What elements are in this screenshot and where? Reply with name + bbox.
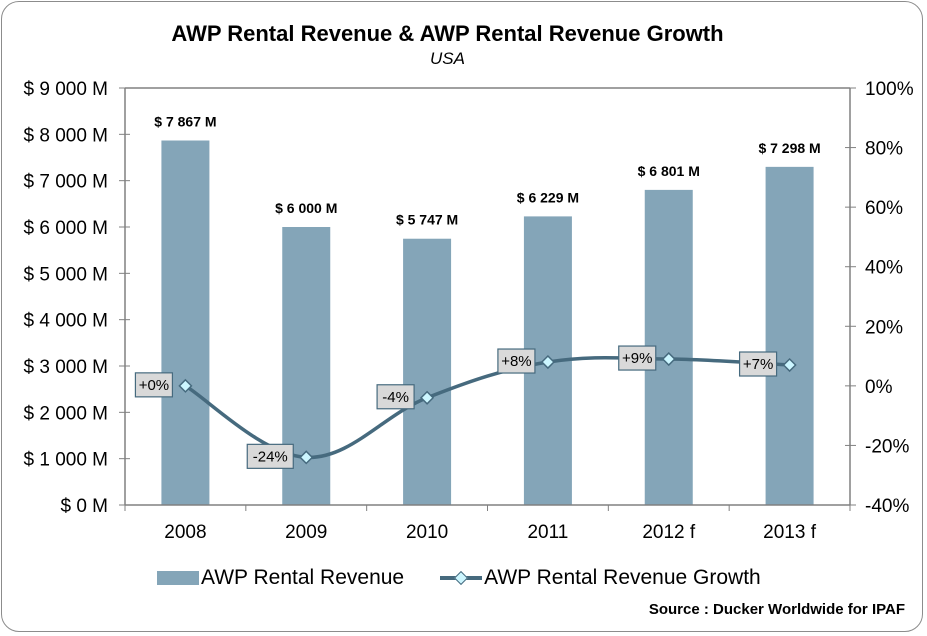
right-tick-label: 20% — [865, 317, 903, 338]
left-tick-label: $ 6 000 M — [24, 218, 109, 239]
x-tick-label: 2013 f — [763, 522, 817, 543]
source-note: Source : Ducker Worldwide for IPAF — [648, 601, 905, 618]
left-tick-label: $ 8 000 M — [24, 125, 109, 146]
legend-item-revenue: AWP Rental Revenue — [157, 566, 404, 590]
growth-data-label: -4% — [382, 389, 409, 406]
x-tick-label: 2010 — [406, 522, 448, 543]
growth-label-box — [246, 443, 294, 469]
left-tick-label: $ 9 000 M — [24, 79, 109, 100]
growth-line — [184, 355, 790, 460]
legend: AWP Rental Revenue AWP Rental Revenue Gr… — [157, 565, 797, 591]
right-tick-label: 80% — [865, 139, 903, 160]
legend-label-growth: AWP Rental Revenue Growth — [484, 566, 761, 589]
legend-label-revenue: AWP Rental Revenue — [201, 566, 405, 589]
left-tick-label: $ 3 000 M — [24, 357, 109, 378]
legend-item-growth: AWP Rental Revenue Growth — [440, 566, 761, 590]
growth-marker — [540, 354, 555, 370]
growth-marker — [178, 378, 193, 393]
growth-label-box — [738, 351, 778, 377]
growth-data-label: -24% — [253, 448, 288, 465]
bar-data-label: $ 6 229 M — [517, 189, 579, 205]
growth-label-box — [618, 345, 657, 371]
left-tick-label: $ 0 M — [60, 496, 108, 517]
x-tick-label: 2011 — [527, 522, 568, 543]
growth-data-label: +7% — [743, 356, 773, 373]
bar-data-label: $ 7 867 M — [154, 113, 216, 129]
growth-label-box — [134, 372, 174, 398]
bar-data-label: $ 6 000 M — [275, 200, 337, 216]
growth-marker — [661, 351, 676, 367]
left-tick-label: $ 2 000 M — [24, 403, 109, 424]
bar — [161, 140, 210, 505]
growth-data-label: +9% — [622, 350, 652, 367]
growth-marker — [782, 357, 797, 373]
growth-data-label: +0% — [139, 377, 169, 394]
bar — [403, 238, 452, 505]
left-tick-label: $ 5 000 M — [24, 264, 109, 285]
right-tick-label: -40% — [865, 496, 909, 517]
legend-swatch-line — [440, 571, 483, 585]
left-tick-label: $ 4 000 M — [24, 311, 109, 332]
legend-swatch-bar — [157, 571, 199, 585]
chart-title: AWP Rental Revenue & AWP Rental Revenue … — [171, 21, 724, 46]
right-tick-label: 100% — [865, 79, 914, 100]
right-tick-label: 60% — [865, 198, 903, 219]
growth-marker — [299, 450, 314, 465]
growth-marker — [420, 390, 435, 405]
bar-data-label: $ 7 298 M — [758, 140, 820, 156]
bar-data-label: $ 6 801 M — [638, 163, 700, 179]
growth-data-label: +8% — [501, 353, 531, 370]
x-tick-label: 2009 — [285, 522, 327, 543]
bar — [765, 166, 814, 506]
bar-data-label: $ 5 747 M — [396, 212, 458, 228]
left-tick-label: $ 7 000 M — [24, 172, 109, 193]
x-tick-label: 2012 f — [642, 522, 696, 543]
growth-label-box — [376, 384, 415, 410]
right-tick-label: 40% — [865, 258, 903, 279]
x-tick-label: 2008 — [164, 522, 206, 543]
chart-subtitle: USA — [430, 49, 465, 68]
left-tick-label: $ 1 000 M — [24, 450, 109, 471]
right-tick-label: 0% — [865, 377, 893, 398]
growth-label-box — [497, 348, 536, 374]
right-tick-label: -20% — [865, 436, 909, 457]
